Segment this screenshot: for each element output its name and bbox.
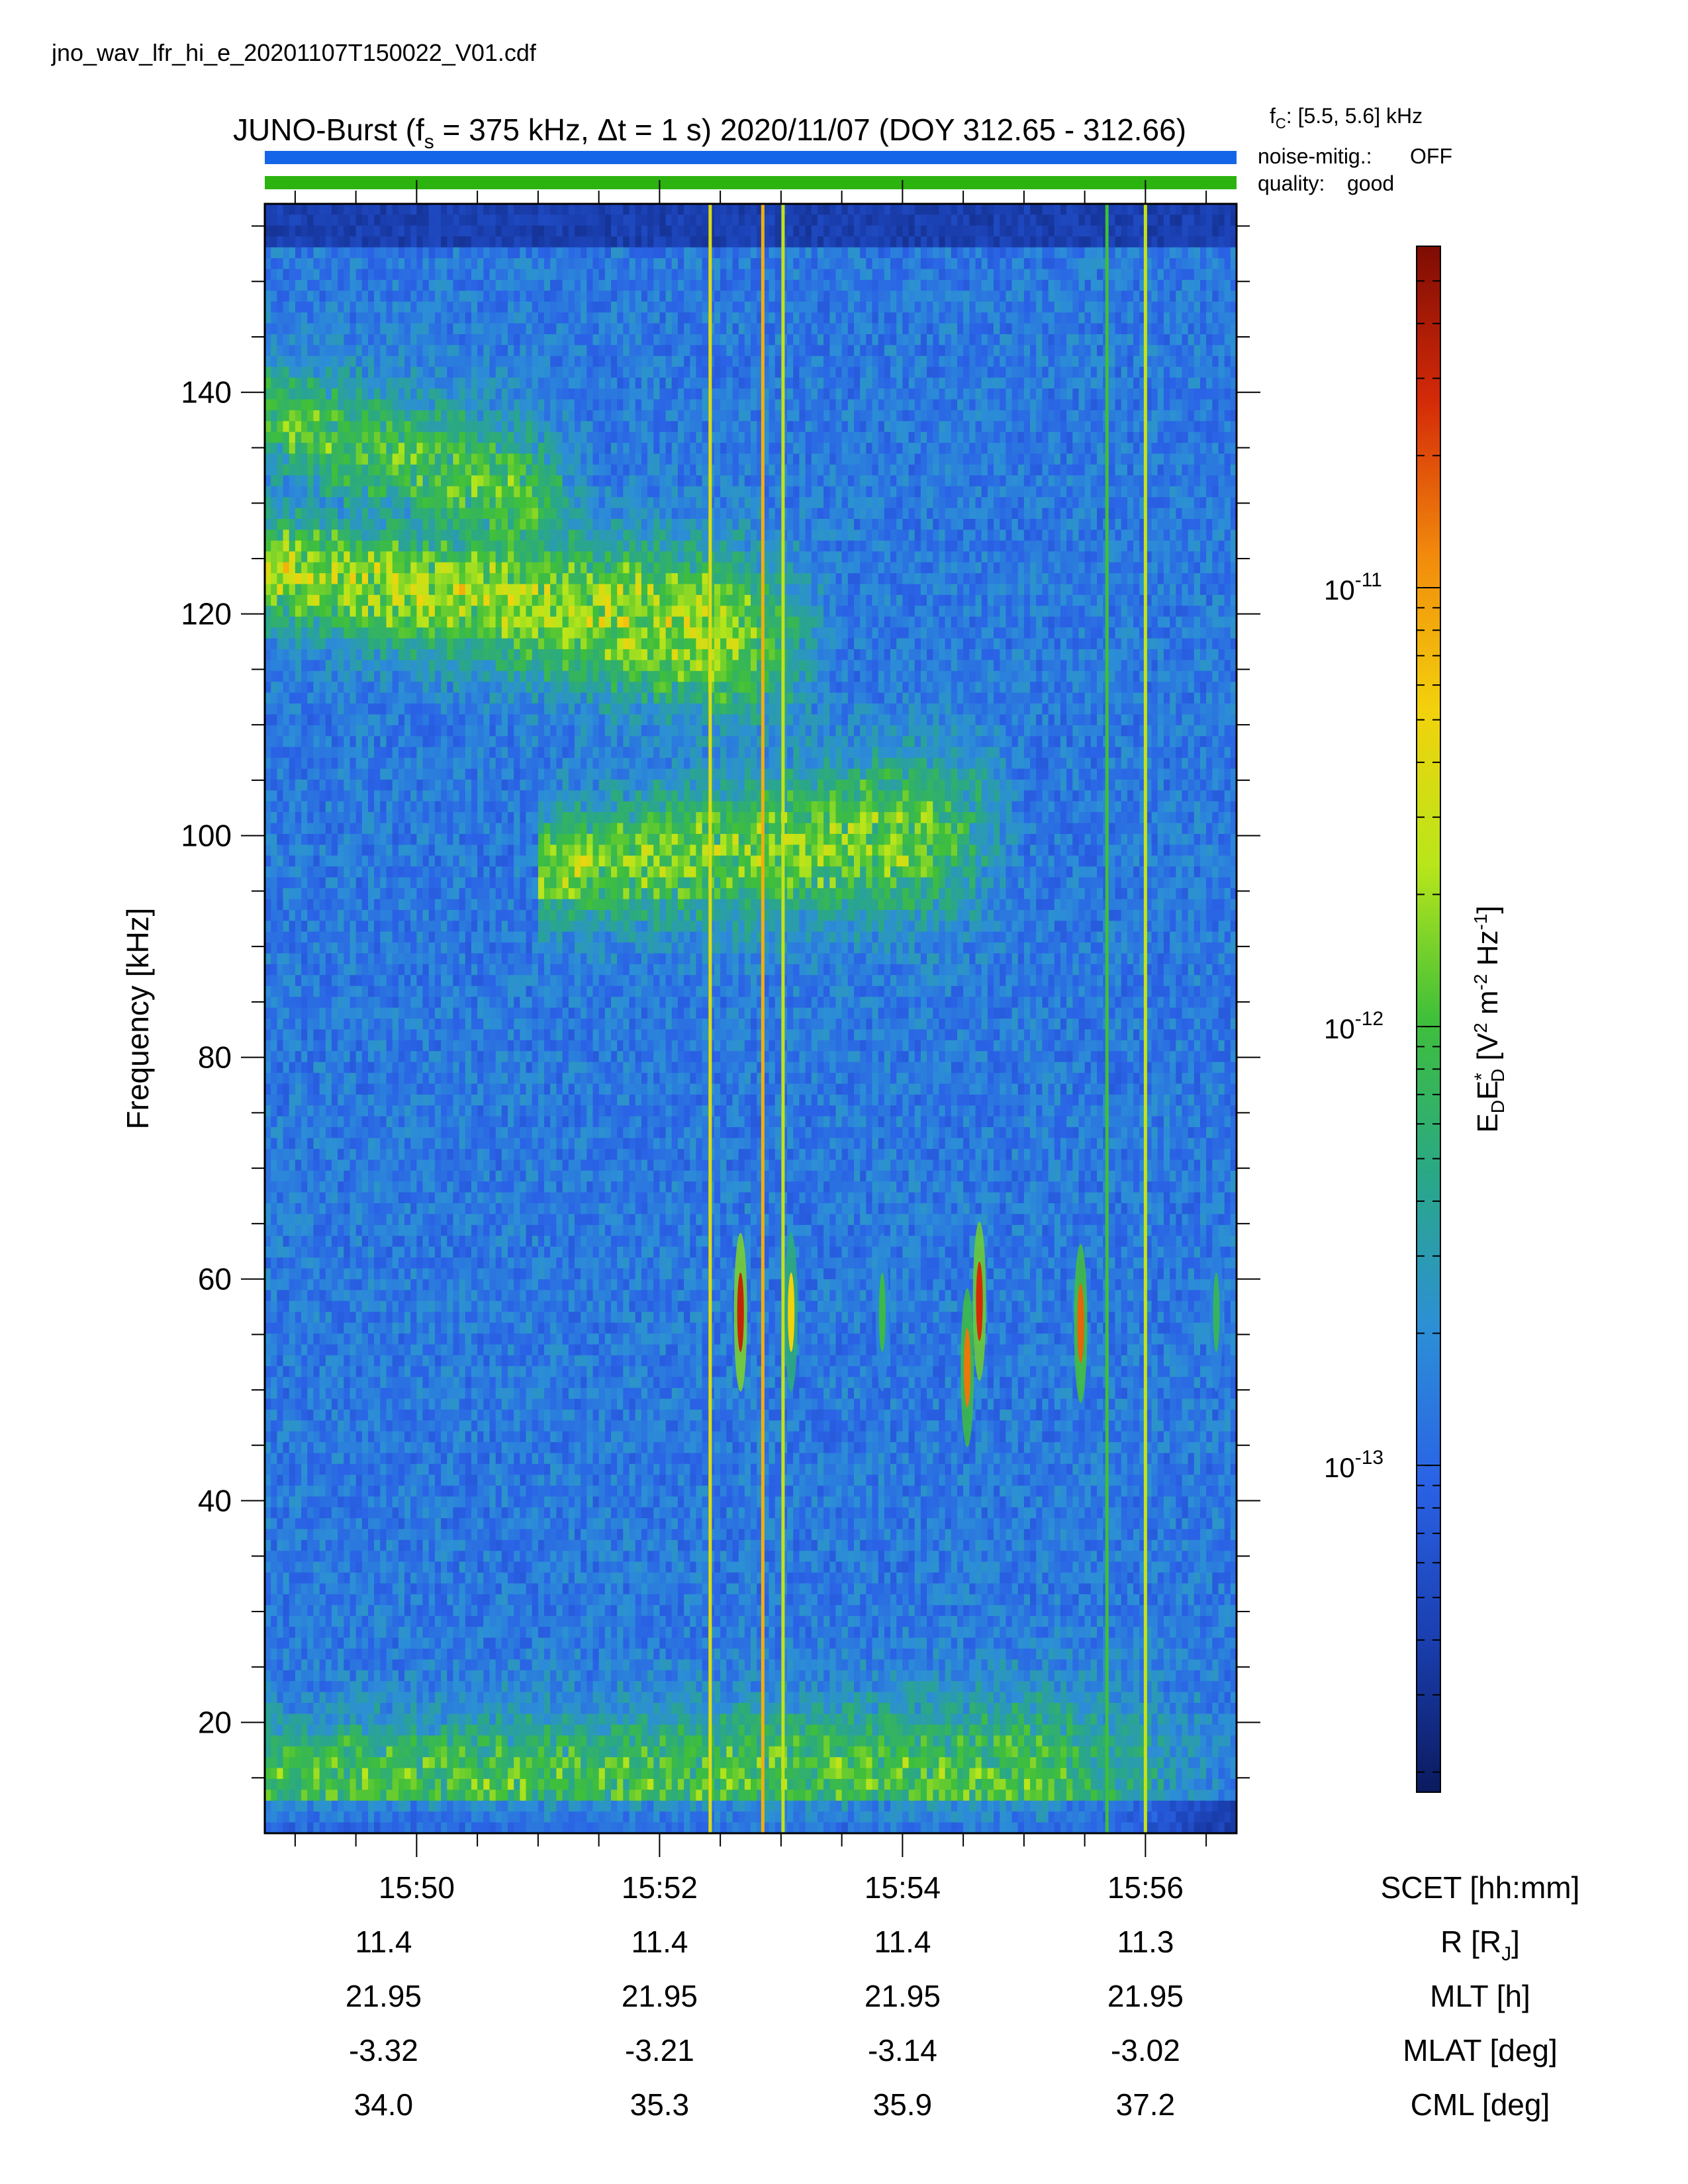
emission-burst-core xyxy=(976,1261,983,1342)
emission-burst-core xyxy=(1077,1283,1084,1363)
x-tick-label: 15:52 xyxy=(622,1870,698,1905)
ephemeris-value: 21.95 xyxy=(622,1979,698,2013)
ephemeris-table: 15:50 15:52 15:54 15:56 SCET [hh:mm] 11.4 11.4… xyxy=(346,1870,1580,2122)
ephemeris-value: -3.02 xyxy=(1111,2033,1180,2068)
ephemeris-value: 21.95 xyxy=(1107,1979,1184,2013)
noise-mitigation-label: noise-mitig.: xyxy=(1258,144,1372,168)
interference-line xyxy=(1143,204,1147,1833)
emission-burst-core xyxy=(964,1328,971,1408)
quality-value: good xyxy=(1347,171,1394,195)
y-tick-label: 100 xyxy=(181,819,232,853)
x-tick-label: 15:56 xyxy=(1107,1870,1184,1905)
x-axis xyxy=(294,180,1207,1857)
ephemeris-value: -3.21 xyxy=(625,2033,694,2068)
x-tick-label: 15:54 xyxy=(865,1870,941,1905)
emission-burst-core xyxy=(1213,1272,1220,1352)
y-tick-label: 140 xyxy=(181,375,232,410)
ephemeris-value: 21.95 xyxy=(865,1979,941,2013)
y-tick-label: 40 xyxy=(198,1484,232,1518)
ephemeris-value: 11.3 xyxy=(1117,1925,1174,1959)
ephemeris-value: 11.4 xyxy=(355,1925,412,1959)
ephemeris-value: 11.4 xyxy=(874,1925,931,1959)
ephemeris-value: -3.32 xyxy=(349,2033,418,2068)
colorbar-tick-label: 10-13 xyxy=(1324,1447,1383,1483)
ephemeris-value: -3.14 xyxy=(868,2033,937,2068)
y-tick-label: 20 xyxy=(198,1706,232,1740)
ephemeris-row-label: CML [deg] xyxy=(1411,2087,1550,2122)
colorbar-tick-label: 10-12 xyxy=(1324,1008,1383,1044)
ephemeris-value: 11.4 xyxy=(631,1925,688,1959)
y-axis-label: Frequency [kHz] xyxy=(120,908,155,1130)
ephemeris-value: 21.95 xyxy=(346,1979,422,2013)
colorbar xyxy=(1416,246,1441,1793)
y-tick-label: 60 xyxy=(198,1262,232,1297)
x-tick-label: 15:50 xyxy=(379,1870,455,1905)
plot-title: JUNO-Burst (fs = 375 kHz, Δt = 1 s) 2020… xyxy=(233,113,1186,153)
emission-burst-core xyxy=(788,1272,795,1352)
y-axis: 20 40 60 80 100 120 140 xyxy=(181,225,1260,1779)
emission-burst-core xyxy=(737,1272,744,1352)
x-axis-label: SCET [hh:mm] xyxy=(1381,1870,1580,1905)
interference-line xyxy=(708,204,712,1833)
y-tick-label: 120 xyxy=(181,597,232,631)
ephemeris-value: 35.9 xyxy=(873,2087,933,2122)
y-tick-label: 80 xyxy=(198,1040,232,1075)
spectrogram xyxy=(265,204,1237,1833)
ephemeris-row-label: R [RJ] xyxy=(1440,1925,1520,1965)
interference-line xyxy=(1105,204,1109,1833)
noise-mitigation-bar xyxy=(265,151,1237,164)
ephemeris-value: 35.3 xyxy=(630,2087,690,2122)
interference-line xyxy=(781,204,785,1833)
fc-range-label: fC: [5.5, 5.6] kHz xyxy=(1270,104,1423,132)
ephemeris-row-label: MLT [h] xyxy=(1430,1979,1530,2013)
emission-burst-core xyxy=(878,1272,886,1352)
noise-mitigation-value: OFF xyxy=(1410,144,1452,168)
ephemeris-value: 37.2 xyxy=(1116,2087,1176,2122)
interference-line xyxy=(761,204,765,1833)
quality-bar xyxy=(265,176,1237,189)
colorbar-tick-label: 10-11 xyxy=(1324,569,1382,606)
colorbar-label: EDE*D [V2 m-2 Hz-1] xyxy=(1470,905,1508,1132)
file-name: jno_wav_lfr_hi_e_20201107T150022_V01.cdf xyxy=(51,39,537,66)
quality-label: quality: xyxy=(1258,171,1325,195)
ephemeris-value: 34.0 xyxy=(354,2087,414,2122)
plot-frame xyxy=(263,203,1238,1835)
colorbar-ticks: 10-11 10-12 10-13 xyxy=(1324,246,1440,1773)
ephemeris-row-label: MLAT [deg] xyxy=(1403,2033,1558,2068)
